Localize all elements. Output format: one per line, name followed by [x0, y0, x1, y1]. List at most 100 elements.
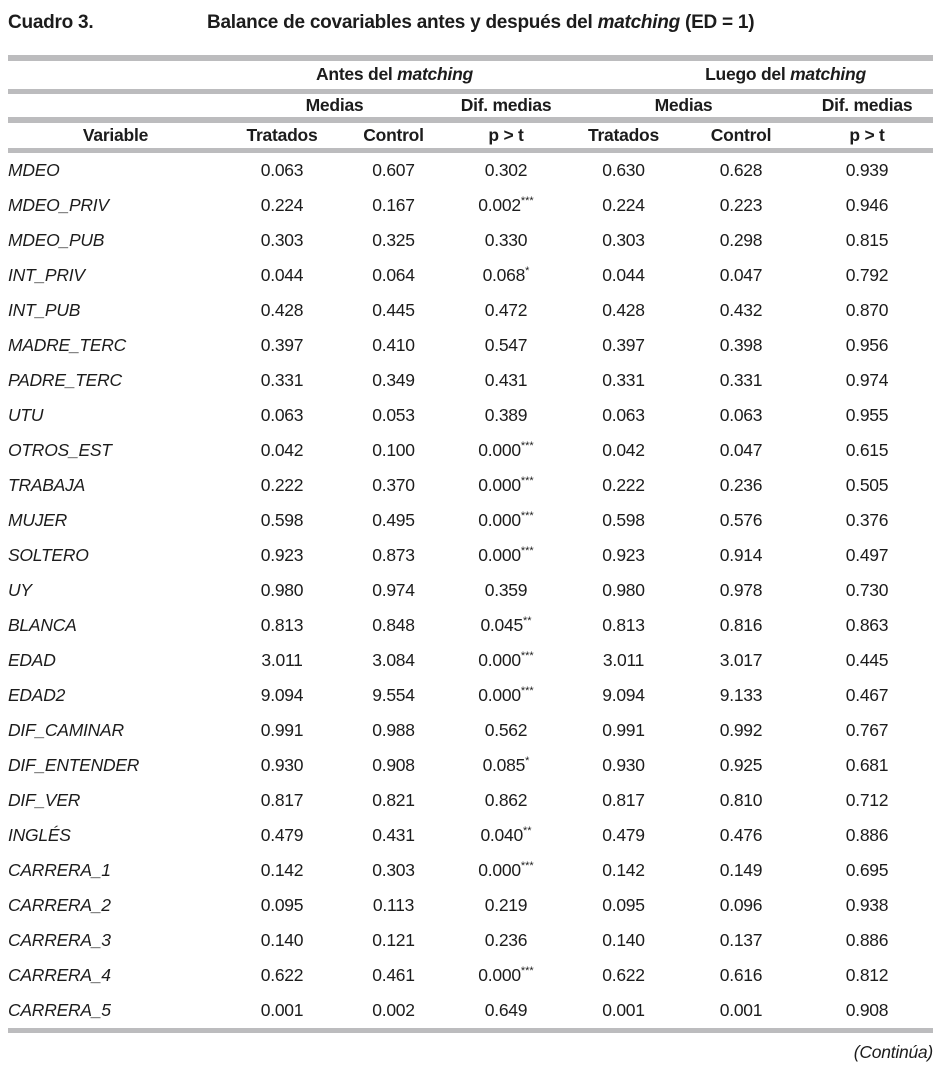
col-header-tratados-luego: Tratados — [566, 120, 681, 153]
value-cell: 0.955 — [845, 404, 889, 425]
value-cell: 9.554 — [372, 684, 415, 705]
value-cell: 0.767 — [845, 719, 889, 740]
value-cell: 0.330 — [484, 229, 528, 250]
variable-name: PADRE_TERC — [8, 369, 122, 390]
value-cell: 0.562 — [484, 719, 528, 740]
value-cell: 0.219 — [484, 894, 528, 915]
value-cell: 0.121 — [372, 929, 415, 950]
col-header-variable: Variable — [8, 120, 223, 153]
value-cell: 0.137 — [719, 929, 763, 950]
value-cell: 0.063 — [260, 159, 304, 180]
group-header-row: Antes del matching Luego del matching — [8, 58, 934, 94]
significance-stars: ** — [522, 824, 532, 837]
group-header-antes: Antes del matching — [223, 58, 566, 94]
significance-stars: *** — [520, 439, 534, 452]
value-cell: 0.398 — [719, 334, 763, 355]
value-cell: 0.938 — [845, 894, 889, 915]
value-cell: 0.000*** — [478, 474, 534, 495]
table-row: MDEO_PRIV 0.224 0.167 0.002*** 0.224 0.223 0.9… — [8, 188, 933, 223]
variable-name: MUJER — [8, 509, 68, 530]
value-cell: 0.695 — [845, 859, 889, 880]
value-cell: 0.303 — [372, 859, 415, 880]
table-row: CARRERA_2 0.095 0.113 0.219 0.095 0.096 0.938 — [8, 888, 933, 923]
value-cell: 0.303 — [260, 229, 304, 250]
value-cell: 0.001 — [566, 992, 681, 1033]
value-cell: 0.063 — [260, 404, 304, 425]
value-cell: 0.047 — [719, 264, 763, 285]
group-header-text: Luego del — [705, 64, 791, 85]
variable-name: CARRERA_1 — [8, 859, 111, 880]
value-cell: 0.000*** — [478, 649, 534, 670]
table-row: EDAD2 9.094 9.554 0.000*** 9.094 9.133 0.467 — [8, 678, 933, 713]
value-cell: 0.576 — [719, 509, 763, 530]
value-cell: 3.017 — [719, 649, 763, 670]
value-cell: 0.810 — [719, 789, 763, 810]
value-cell: 0.113 — [372, 894, 415, 915]
variable-name: EDAD2 — [8, 684, 66, 705]
value-cell: 0.047 — [719, 439, 763, 460]
group-header-luego: Luego del matching — [566, 58, 934, 94]
table-body: MDEO 0.063 0.607 0.302 0.630 0.628 0.939 MDEO_P… — [8, 150, 934, 1033]
value-cell: 0.445 — [372, 299, 415, 320]
variable-name: DIF_VER — [8, 789, 81, 810]
variable-name: BLANCA — [8, 614, 77, 635]
value-cell: 0.000*** — [478, 964, 534, 985]
covariate-balance-table: Antes del matching Luego del matching Me… — [8, 55, 934, 1033]
value-cell: 0.598 — [602, 509, 645, 530]
table-row: MADRE_TERC 0.397 0.410 0.547 0.397 0.398 0.956 — [8, 328, 933, 363]
table-caption-title: Balance de covariables antes y después d… — [207, 12, 755, 34]
value-cell: 0.495 — [372, 509, 415, 530]
value-cell: 0.303 — [602, 229, 645, 250]
significance-stars: * — [525, 754, 530, 767]
value-cell: 0.467 — [845, 684, 889, 705]
value-cell: 0.000*** — [478, 544, 534, 565]
value-cell: 0.349 — [372, 369, 415, 390]
value-cell: 0.045** — [480, 614, 532, 635]
value-cell: 0.149 — [719, 859, 763, 880]
value-cell: 0.870 — [845, 299, 889, 320]
value-cell: 0.821 — [372, 789, 415, 810]
value-cell: 0.908 — [801, 992, 934, 1033]
value-cell: 0.140 — [260, 929, 304, 950]
value-cell: 0.222 — [260, 474, 304, 495]
value-cell: 0.397 — [602, 334, 645, 355]
table-row: INT_PRIV 0.044 0.064 0.068* 0.044 0.047 0.792 — [8, 258, 933, 293]
value-cell: 0.461 — [372, 964, 415, 985]
variable-name: INT_PRIV — [8, 264, 85, 285]
value-cell: 0.331 — [602, 369, 645, 390]
value-cell: 0.142 — [260, 859, 304, 880]
sub-header-medias-luego: Medias — [566, 91, 801, 123]
value-cell: 0.095 — [260, 894, 304, 915]
value-cell: 0.925 — [719, 754, 763, 775]
table-row: CARRERA_1 0.142 0.303 0.000*** 0.142 0.149 0.6… — [8, 853, 933, 888]
table-row: CARRERA_3 0.140 0.121 0.236 0.140 0.137 0.886 — [8, 923, 933, 958]
value-cell: 0.331 — [719, 369, 763, 390]
value-cell: 0.064 — [372, 264, 415, 285]
col-header-control-luego: Control — [681, 120, 801, 153]
value-cell: 0.142 — [602, 859, 645, 880]
value-cell: 0.816 — [719, 614, 763, 635]
value-cell: 0.428 — [260, 299, 304, 320]
value-cell: 0.222 — [602, 474, 645, 495]
variable-name: CARRERA_5 — [8, 992, 223, 1033]
value-cell: 0.445 — [845, 649, 889, 670]
value-cell: 0.042 — [260, 439, 304, 460]
value-cell: 3.011 — [602, 649, 645, 670]
value-cell: 0.812 — [845, 964, 889, 985]
value-cell: 0.389 — [484, 404, 528, 425]
variable-name: MADRE_TERC — [8, 334, 127, 355]
value-cell: 0.817 — [260, 789, 304, 810]
significance-stars: *** — [520, 964, 534, 977]
value-cell: 0.628 — [719, 159, 763, 180]
variable-name: MDEO — [8, 159, 60, 180]
variable-name: CARRERA_4 — [8, 964, 111, 985]
continuation-note: (Continúa) — [8, 1042, 933, 1063]
value-cell: 0.914 — [719, 544, 763, 565]
value-cell: 0.991 — [260, 719, 304, 740]
value-cell: 0.956 — [845, 334, 889, 355]
caption-text-prefix: Balance de covariables antes y después d… — [207, 12, 598, 33]
value-cell: 0.615 — [845, 439, 889, 460]
variable-name: UTU — [8, 404, 44, 425]
table-row: DIF_VER 0.817 0.821 0.862 0.817 0.810 0.712 — [8, 783, 933, 818]
